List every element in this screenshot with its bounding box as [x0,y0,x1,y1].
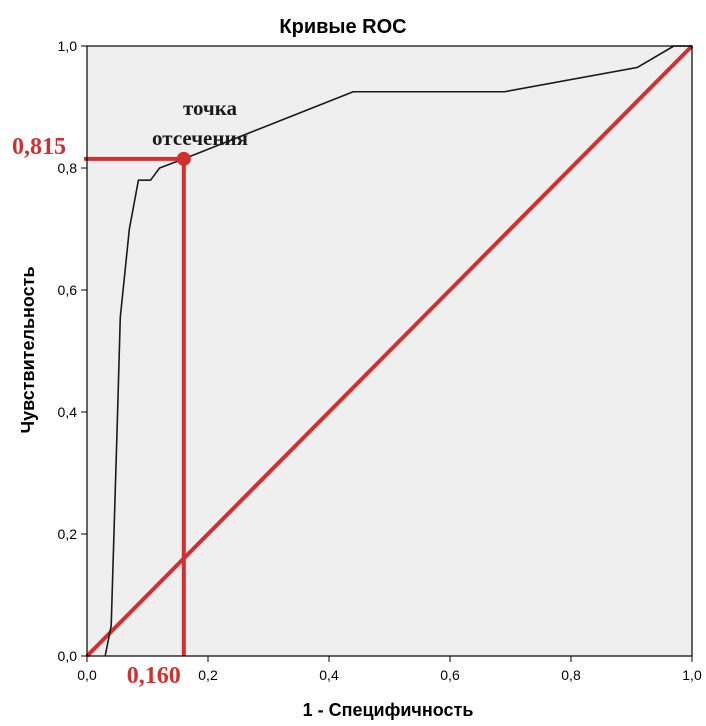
series-group [85,44,694,658]
cutoff-label-line2: отсечения [152,126,248,150]
roc-curve-line [104,45,692,657]
plot-frame [86,45,693,657]
cutoff-x-value-label: 0,160 [127,663,181,689]
x-tick-label: 0,8 [561,667,581,683]
y-tick-label: 0,6 [58,282,78,298]
y-tick-label: 1,0 [58,38,78,54]
x-axis-label: 1 - Специфичность [303,700,474,720]
cutoff-y-value-label: 0,815 [12,134,66,160]
y-axis-label: Чувствительность [18,266,38,433]
axis-ticks: 0,0 0,2 0,4 0,6 0,8 1,0 0,0 0,2 0,4 0,6 0,8 1,0 [58,38,702,683]
reference-diagonal-line [85,44,694,658]
annotation-group: точка отсечения 0,815 0,160 [12,96,248,689]
y-tick-label: 0,2 [58,526,78,542]
cutoff-label-line1: точка [183,96,238,120]
x-tick-label: 0,6 [440,667,460,683]
cutoff-point-marker [176,151,191,166]
y-tick-label: 0,8 [58,160,78,176]
chart-title: Кривые ROC [279,16,406,38]
x-tick-label: 0,4 [319,667,339,683]
x-tick-label: 0,2 [198,667,218,683]
y-tick-label: 0,0 [58,648,78,664]
x-tick-label: 0,0 [77,667,97,683]
x-tick-label: 1,0 [682,667,702,683]
y-tick-label: 0,4 [58,404,78,420]
